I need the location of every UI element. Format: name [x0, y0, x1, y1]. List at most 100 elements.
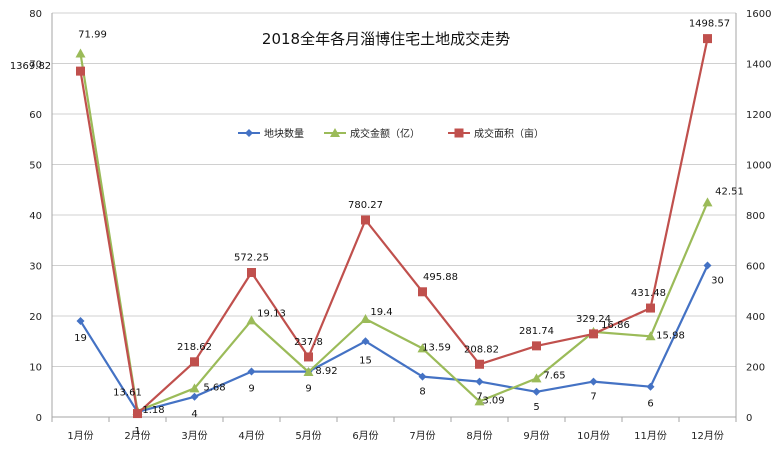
series-1-point: [646, 382, 655, 391]
series-3-point: [475, 359, 484, 369]
right-tick-label: 600: [746, 262, 765, 273]
legend-label: 地块数量: [264, 127, 304, 140]
series-3-point: [304, 352, 313, 362]
data-label: 5: [533, 402, 539, 413]
series-1-point: [532, 387, 541, 396]
data-label: 8.92: [315, 366, 337, 377]
x-tick-label: 7月份: [409, 430, 435, 442]
x-tick-label: 3月份: [181, 430, 207, 442]
data-label: 71.99: [78, 29, 107, 40]
left-tick-label: 80: [29, 9, 42, 20]
left-tick-label: 20: [29, 312, 42, 323]
series-2-point: [474, 396, 485, 406]
x-tick-label: 11月份: [634, 430, 667, 442]
legend: 地块数量 成交金额（亿） 成交面积（亩）: [238, 127, 544, 140]
right-tick-label: 800: [746, 211, 765, 222]
series-3-point: [190, 357, 199, 367]
data-label: 218.62: [177, 342, 212, 353]
right-tick-label: 1400: [746, 60, 771, 71]
data-label: 7: [476, 392, 482, 403]
data-label: 19.4: [370, 307, 392, 318]
data-label: 3.09: [482, 395, 504, 406]
x-tick-label: 4月份: [238, 430, 264, 442]
left-tick-label: 30: [29, 262, 42, 273]
legend-marker-1: [245, 129, 253, 137]
data-label: 431.48: [631, 288, 666, 299]
series-2-point: [645, 331, 656, 341]
chart-title: 2018全年各月淄博住宅土地成交走势: [262, 30, 510, 48]
data-label: 15: [359, 355, 372, 366]
legend-label: 成交金额（亿）: [350, 127, 420, 140]
right-tick-label: 1200: [746, 110, 771, 121]
data-label: 15.98: [656, 330, 685, 341]
x-tick-label: 2月份: [124, 430, 150, 442]
right-tick-label: 0: [746, 413, 752, 424]
x-tick-label: 12月份: [691, 430, 724, 442]
x-tick-label: 6月份: [352, 430, 378, 442]
data-label: 572.25: [234, 253, 269, 264]
series-3-point: [646, 303, 655, 313]
series-2-point: [189, 383, 200, 393]
x-tick-label: 10月份: [577, 430, 610, 442]
data-label: 7: [590, 392, 596, 403]
data-label: 4: [191, 409, 197, 420]
x-axis-ticks: 1月份 2月份 3月份 4月份 5月份 6月份 7月份 8月份 9月份 10月份 11月份 12月份: [67, 430, 724, 442]
series-2-point: [702, 197, 713, 207]
x-tick-label: 5月份: [295, 430, 321, 442]
data-label: 1369.82: [10, 61, 51, 72]
left-tick-label: 50: [29, 161, 42, 172]
gridlines: [52, 12, 736, 367]
series-group: [75, 34, 713, 419]
series-1-point: [361, 337, 370, 346]
data-label: 237.8: [294, 337, 323, 348]
right-axis-ticks: 0 200 400 600 800 1000 1200 1400 1600: [746, 9, 771, 424]
right-tick-label: 200: [746, 363, 765, 374]
data-label: 9: [248, 384, 254, 395]
data-label: 281.74: [519, 326, 554, 337]
data-label: 780.27: [348, 200, 383, 211]
series-3-point: [133, 409, 142, 419]
data-label: 19.13: [257, 308, 286, 319]
right-tick-label: 400: [746, 312, 765, 323]
data-label: 19: [74, 333, 87, 344]
left-tick-label: 70: [29, 60, 42, 71]
x-tick-label: 1月份: [67, 430, 93, 442]
series-1-point: [247, 367, 256, 376]
series-3-point: [418, 287, 427, 297]
data-label: 13.59: [422, 342, 451, 353]
left-tick-label: 0: [36, 413, 42, 424]
series-2-point: [303, 366, 314, 376]
data-label: 1: [134, 426, 140, 437]
data-label: 329.24: [576, 314, 611, 325]
data-label: 1498.57: [689, 19, 730, 30]
series-1-point: [418, 372, 427, 381]
left-tick-label: 40: [29, 211, 42, 222]
series-1-point: [703, 261, 712, 270]
data-label: 7.65: [543, 370, 565, 381]
series-line-1: [79, 265, 709, 413]
data-label: 495.88: [423, 272, 458, 283]
data-label: 6: [647, 399, 653, 410]
series-2-point: [246, 315, 257, 325]
series-3-point: [532, 341, 541, 351]
series-3-point: [361, 215, 370, 225]
series-2-point: [417, 343, 428, 353]
series-3-point: [76, 66, 85, 76]
right-tick-label: 1600: [746, 9, 771, 20]
left-tick-label: 60: [29, 110, 42, 121]
series-2-point: [75, 48, 86, 58]
data-label: 208.82: [464, 344, 499, 355]
left-tick-label: 10: [29, 363, 42, 374]
data-label: 30: [711, 276, 724, 287]
series-3-point: [589, 329, 598, 339]
series-line-3: [79, 38, 709, 415]
series-line-2: [79, 53, 709, 413]
data-label: 42.51: [715, 186, 744, 197]
series-2-point: [531, 373, 542, 383]
data-label: 13.61: [113, 388, 142, 399]
series-1-point: [475, 377, 484, 386]
